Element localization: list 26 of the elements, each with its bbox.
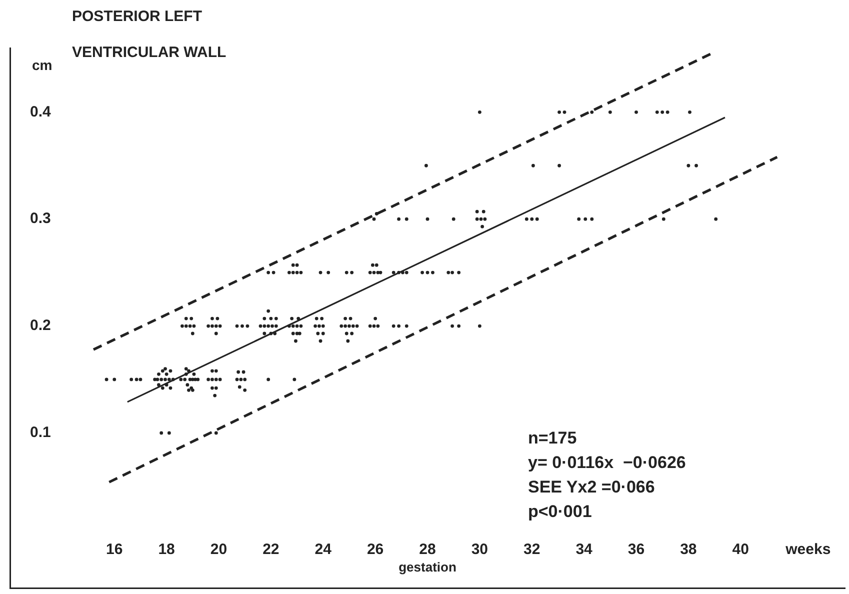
x-tick-label: 38 <box>680 541 697 558</box>
x-tick-label: 36 <box>628 541 645 558</box>
x-tick-label: 30 <box>471 541 488 558</box>
annotation: n=175 <box>528 428 577 448</box>
chart-title: POSTERIOR LEFT <box>72 8 202 26</box>
x-tick-label: 20 <box>210 541 228 558</box>
y-tick-label: 0.1 <box>30 424 51 442</box>
y-tick-label: 0.2 <box>30 317 51 334</box>
chart-subtitle: VENTRICULAR WALL <box>72 44 226 62</box>
x-tick-label: 18 <box>158 541 175 558</box>
annotation: SEE Yx2 =0·066 <box>528 478 655 497</box>
x-tick-label: 24 <box>314 541 332 558</box>
x-tick-label: 16 <box>106 541 123 558</box>
y-tick-label: 0.4 <box>30 103 52 120</box>
annotation: p<0·001 <box>528 502 592 522</box>
x-tick-label: 22 <box>262 541 280 558</box>
x-tick-label: 32 <box>524 541 540 558</box>
y-tick-label: 0.3 <box>30 210 51 228</box>
x-tick-label: 26 <box>366 541 384 558</box>
y-axis-title: cm <box>32 56 52 73</box>
x-tick-label: 28 <box>419 541 436 558</box>
x-axis-title: gestation <box>398 560 456 575</box>
x-tick-label: 40 <box>732 541 749 558</box>
x-tick-label: 34 <box>576 541 594 558</box>
annotation: y= 0·0116x −0·0626 <box>528 453 686 472</box>
annotation: weeks <box>784 541 831 558</box>
